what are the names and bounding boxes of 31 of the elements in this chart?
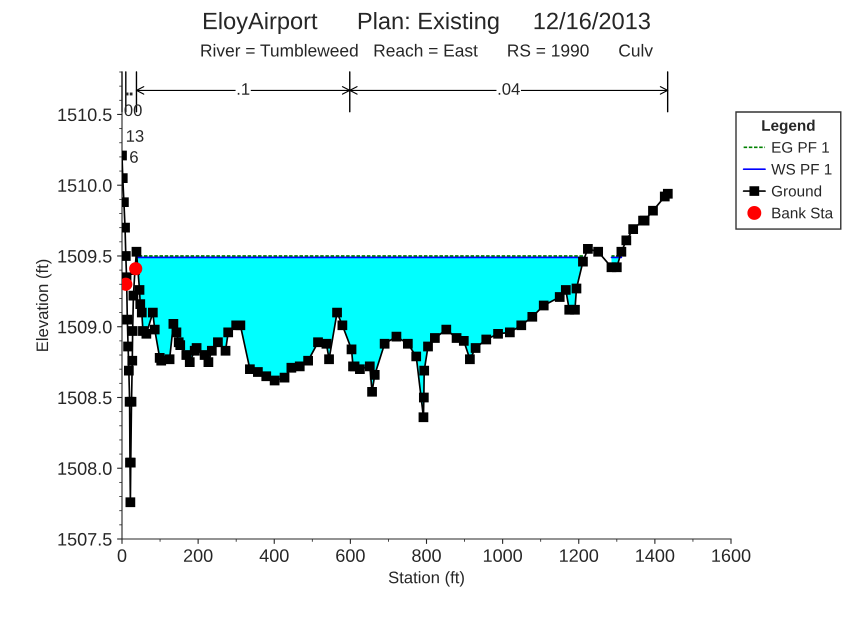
- legend-label: EG PF 1: [772, 142, 829, 153]
- legend-title: Legend: [762, 120, 815, 134]
- annotation: .1: [238, 83, 250, 95]
- chart-title: EloyAirport Plan: Existing 12/16/2013: [204, 12, 650, 34]
- annotation: 6: [130, 151, 138, 163]
- x-tick-label: 200: [184, 549, 212, 562]
- x-axis-title: Station (ft): [388, 571, 464, 587]
- y-tick-label: 1510.0: [58, 179, 112, 192]
- legend-label: Bank Sta: [772, 207, 834, 218]
- legend-label: WS PF 1: [771, 164, 832, 175]
- x-tick-label: 600: [336, 549, 365, 562]
- x-tick-label: 1000: [484, 549, 522, 562]
- x-tick-label: 400: [260, 549, 289, 562]
- x-tick-label: 1600: [712, 549, 750, 562]
- x-tick-label: 1200: [560, 549, 598, 562]
- x-tick-label: 800: [412, 549, 441, 562]
- y-tick-label: 1510.5: [58, 108, 112, 122]
- annotation: .04: [498, 83, 520, 95]
- y-tick-label: 1508.5: [58, 391, 112, 404]
- y-tick-label: 1507.5: [58, 532, 112, 546]
- y-axis-title: Elevation (ft): [36, 260, 52, 351]
- y-tick-label: 1509.5: [58, 250, 112, 263]
- annotation: 00: [124, 104, 142, 116]
- x-tick-label: 1400: [636, 549, 674, 562]
- annotation: .: [130, 92, 132, 96]
- annotation: 13: [126, 130, 144, 142]
- y-tick-label: 1508.0: [58, 462, 112, 475]
- y-tick-label: 1509.0: [58, 320, 112, 334]
- legend-label: Ground: [772, 185, 822, 197]
- chart-subtitle: River = Tumbleweed Reach = East RS = 1990 Culv: [201, 44, 653, 57]
- x-tick-label: 0: [118, 549, 126, 562]
